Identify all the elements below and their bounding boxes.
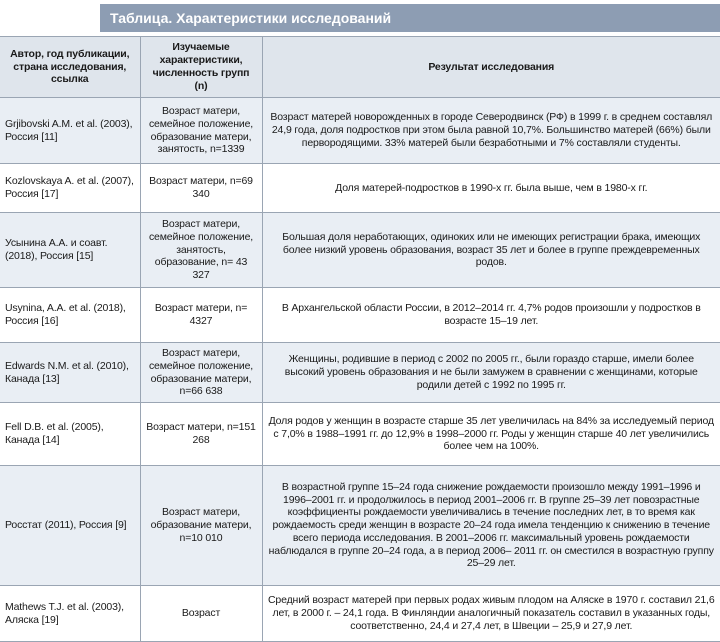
table-cell: Возраст матери, образование матери, n=10… [139, 465, 263, 586]
table-cell: Grjibovski A.M. et al. (2003), Россия [1… [0, 97, 141, 164]
table-cell: Kozlovskaya A. et al. (2007), Россия [17… [0, 163, 141, 213]
table-row: Росстат (2011), Россия [9] Возраст матери… [0, 465, 720, 586]
table-row: Edwards N.M. et al. (2010), Канада [13] В… [0, 342, 720, 403]
table-cell: Возраст [139, 585, 263, 642]
table-row: Grjibovski A.M. et al. (2003), Россия [1… [0, 97, 720, 164]
table-cell: Женщины, родившие в период с 2002 по 200… [261, 342, 720, 403]
studies-table: Автор, год публикации, страна исследован… [0, 36, 720, 642]
table-row: Kozlovskaya A. et al. (2007), Россия [17… [0, 163, 720, 213]
table-cell: Edwards N.M. et al. (2010), Канада [13] [0, 342, 141, 403]
table-cell: Возраст матери, семейное положение, обра… [139, 97, 263, 164]
table-cell: Возраст матери, семейное положение, заня… [139, 212, 263, 288]
table-cell: Возраст матери, n= 4327 [139, 287, 263, 343]
table-cell: Большая доля неработающих, одиноких или … [261, 212, 720, 288]
header-cell: Изучаемые характеристики, численность гр… [139, 36, 263, 98]
table-cell: Доля матерей-подростков в 1990-х гг. был… [261, 163, 720, 213]
table-cell: Возраст матери, n=151 268 [139, 402, 263, 466]
table-row: Усынина А.А. и соавт. (2018), Россия [15… [0, 212, 720, 288]
table-cell: Mathews T.J. et al. (2003), Аляска [19] [0, 585, 141, 642]
table-row: Usynina, A.A. et al. (2018), Россия [16]… [0, 287, 720, 343]
table-cell: Росстат (2011), Россия [9] [0, 465, 141, 586]
table-cell: Usynina, A.A. et al. (2018), Россия [16] [0, 287, 141, 343]
header-cell: Автор, год публикации, страна исследован… [0, 36, 141, 98]
table-cell: В Архангельской области России, в 2012–2… [261, 287, 720, 343]
table-cell: Fell D.B. et al. (2005), Канада [14] [0, 402, 141, 466]
table-cell: Возраст матерей новорожденных в городе С… [261, 97, 720, 164]
table-cell: Возраст матери, n=69 340 [139, 163, 263, 213]
table-cell: Усынина А.А. и соавт. (2018), Россия [15… [0, 212, 141, 288]
table-row: Mathews T.J. et al. (2003), Аляска [19] В… [0, 585, 720, 642]
table-cell: Возраст матери, семейное положение, обра… [139, 342, 263, 403]
title-bar [100, 4, 720, 32]
header-row: Автор, год публикации, страна исследован… [0, 36, 720, 98]
table-cell: В возрастной группе 15–24 года снижение … [261, 465, 720, 586]
table-body: Grjibovski A.M. et al. (2003), Россия [1… [0, 97, 720, 642]
table-title: Таблица. Характеристики исследований [110, 10, 392, 26]
table-cell: Средний возраст матерей при первых родах… [261, 585, 720, 642]
header-cell: Результат исследования [261, 36, 720, 98]
table-cell: Доля родов у женщин в возрасте старше 35… [261, 402, 720, 466]
table-row: Fell D.B. et al. (2005), Канада [14] Возр… [0, 402, 720, 466]
